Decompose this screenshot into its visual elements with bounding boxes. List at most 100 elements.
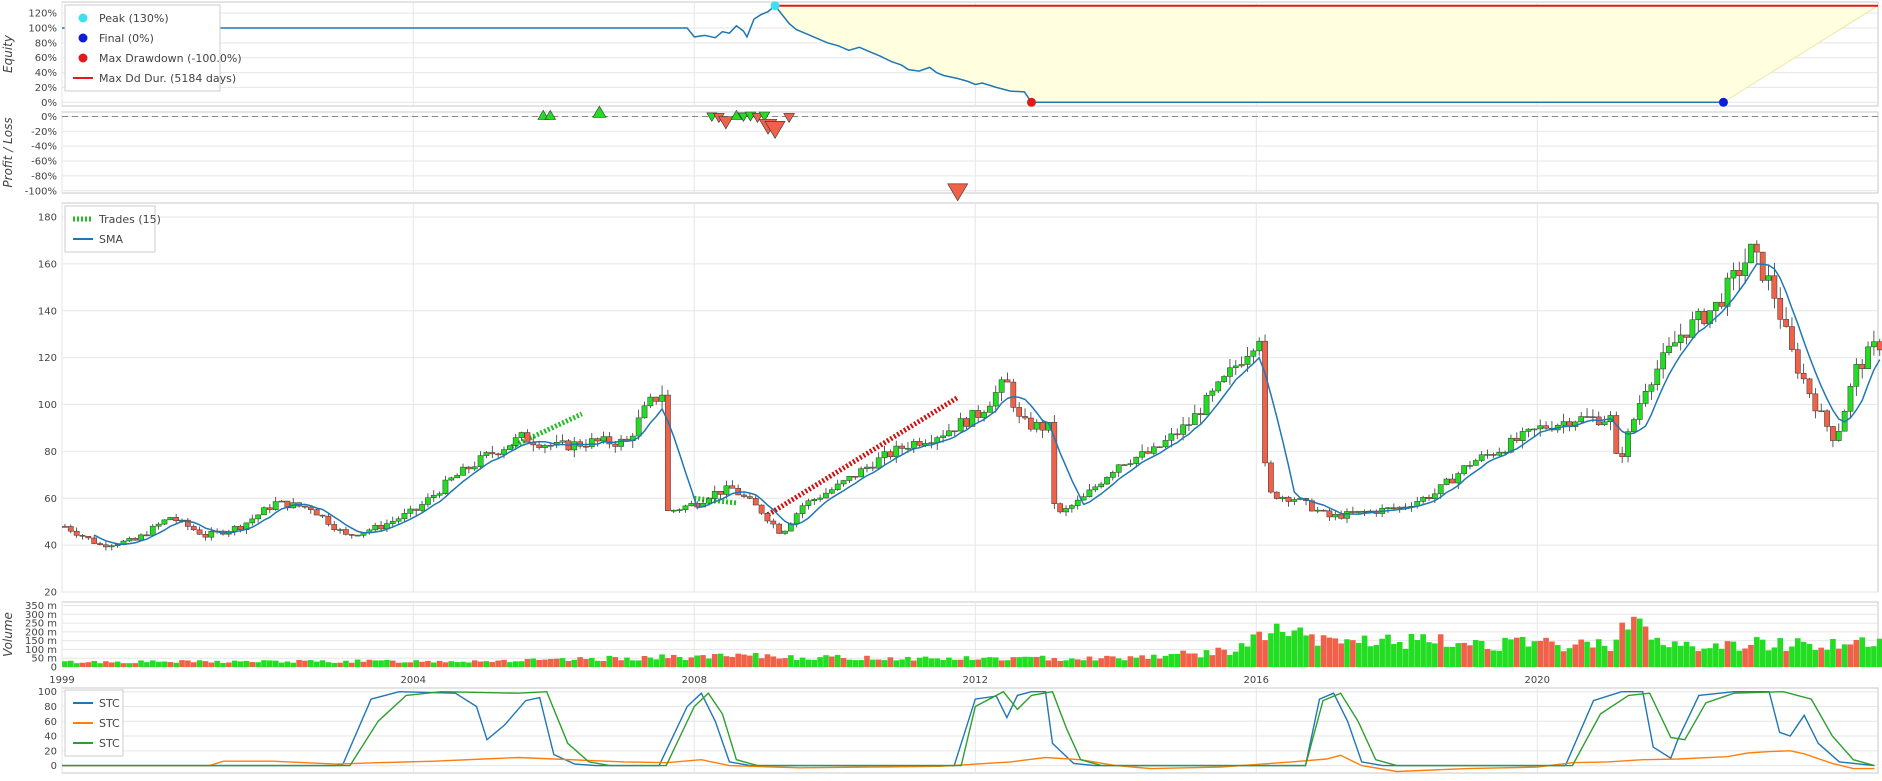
volume-bar [348,662,355,667]
volume-bar [1853,639,1860,667]
volume-bar [1285,636,1292,667]
volume-bar [1426,642,1432,667]
volume-bar [776,658,782,667]
volume-bar [922,656,929,667]
volume-bar [1800,641,1807,667]
trade-line [693,495,737,506]
volume-bar [524,659,531,667]
candle [1584,408,1590,418]
stc-line [62,690,1875,767]
volume-bar [963,656,970,667]
candle [1648,382,1655,400]
volume-bar [442,662,449,667]
volume-bar [226,662,232,667]
volume-bar [1549,641,1555,667]
volume-bar [407,662,414,667]
volume-bar [1420,634,1426,667]
volume-bar [717,653,724,667]
candle [998,376,1005,402]
candle [975,405,982,424]
volume-bar [1701,648,1707,667]
volume-bar [1355,642,1362,667]
volume-bar [448,661,455,667]
volume-bar [782,658,788,667]
price-ytick-label: 60 [44,494,57,505]
trade-pnl-marker [592,105,607,118]
volume-bar [969,659,976,667]
volume-bar [1069,658,1075,667]
candle [524,429,531,443]
volume-bar [483,661,490,667]
volume-bar [243,660,250,667]
candle [1531,428,1538,437]
volume-bar [559,658,566,667]
volume-bar [1443,646,1450,667]
candle [454,473,461,479]
volume-bar [553,658,560,667]
candle [413,508,420,516]
volume-bar [372,660,379,667]
x-tick-label: 2008 [682,675,707,686]
candle [477,451,484,470]
equity-y-axis-label: Equity [1,34,15,73]
volume-bar [1473,640,1479,667]
volume-bar [817,657,823,667]
volume-bar [1168,654,1175,667]
legend-item: Trades (15) [73,213,161,226]
candle [653,396,660,405]
volume-bar [1432,643,1438,667]
volume-bar [138,660,144,667]
volume-bar [518,661,525,667]
candle [1268,460,1274,494]
equity-ytick-label: 120% [28,9,57,20]
volume-bar [1765,650,1772,667]
volume-bar [1028,656,1034,667]
candle [1484,449,1491,459]
candle [389,516,396,528]
volume-bar [103,661,109,667]
price-ytick-label: 180 [38,213,57,224]
volume-bar [1098,658,1104,667]
candle [1631,417,1637,434]
volume-bar [1572,644,1579,667]
volume-bar [1876,638,1882,667]
volume-bar [384,660,390,667]
volume-bar [1543,637,1549,667]
candle [1168,427,1175,448]
candle [249,514,256,526]
equity-ytick-label: 80% [35,38,57,49]
candle [1344,508,1350,524]
volume-bar [1660,645,1666,667]
volume-bar [600,661,607,667]
volume-bar [1683,641,1690,667]
candle [1174,428,1181,440]
stc-grid [61,688,1878,773]
legend-label: SMA [99,233,123,246]
candle [1789,317,1795,353]
candle [1109,470,1116,481]
candle [185,518,191,531]
volume-ytick-label: 200 m [25,627,57,638]
candle [495,452,501,459]
candle [852,476,859,480]
candle [1853,358,1860,396]
volume-bar [1824,649,1830,667]
volume-bar [1748,644,1754,667]
candle [1010,378,1017,413]
trade-line [510,411,583,449]
candle [1730,262,1737,291]
candle [823,488,829,499]
volume-bar [741,654,747,667]
volume-bar [1320,635,1327,667]
volume-bar [1818,647,1825,667]
volume-bar [542,659,548,667]
volume-bar [1396,641,1403,667]
volume-bar [1121,660,1128,667]
price-ytick-label: 100 [38,400,57,411]
price-grid [61,203,1878,593]
volume-bar [1256,631,1263,667]
volume-bar [507,662,513,667]
volume-bar [1718,648,1725,667]
candle [378,521,384,532]
candle [1244,346,1251,372]
